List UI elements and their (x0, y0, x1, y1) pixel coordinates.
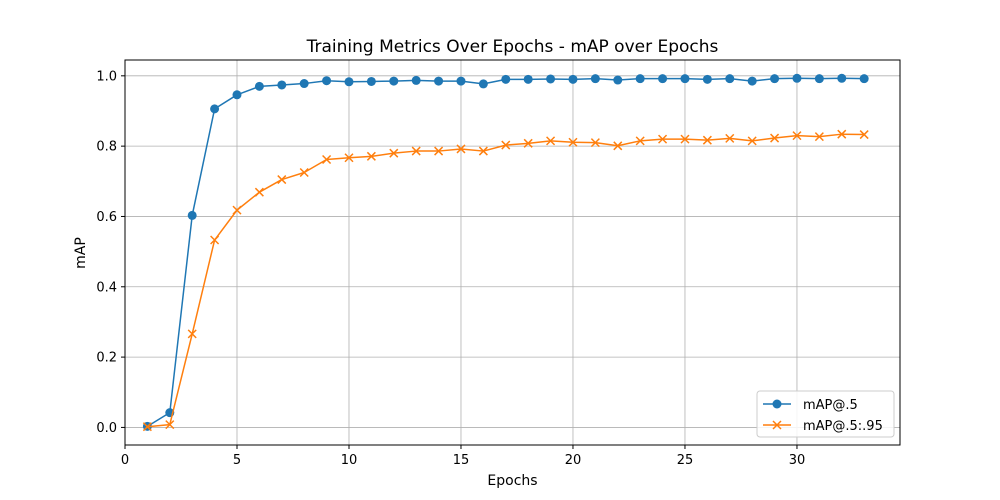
data-point (366, 151, 376, 161)
x-tick-label: 30 (789, 453, 806, 468)
x-tick-label: 15 (453, 453, 470, 468)
data-point (478, 146, 488, 156)
data-point (277, 80, 287, 90)
data-point (232, 205, 242, 215)
data-point (658, 74, 668, 84)
data-point (658, 134, 668, 144)
data-point (859, 130, 869, 140)
data-point (366, 76, 376, 86)
data-point (770, 133, 780, 143)
data-point (344, 153, 354, 163)
data-point (546, 136, 556, 146)
series-map50-95 (142, 129, 869, 432)
data-point (277, 175, 287, 185)
data-point (702, 135, 712, 145)
data-point (568, 137, 578, 147)
data-point (523, 74, 533, 84)
data-point (792, 73, 802, 83)
y-axis-label: mAP (73, 237, 89, 269)
data-point (523, 138, 533, 148)
y-tick-label: 0.6 (96, 210, 117, 225)
data-point (478, 79, 488, 89)
data-point (322, 154, 332, 165)
data-point (411, 146, 421, 156)
x-tick-label: 20 (565, 453, 582, 468)
data-point (299, 167, 309, 178)
data-point (725, 133, 735, 143)
data-point (210, 104, 220, 114)
data-point (411, 75, 421, 85)
legend-box (756, 390, 895, 438)
data-point (389, 76, 399, 86)
data-point (613, 141, 623, 151)
data-point (680, 74, 690, 84)
legend-marker-map50 (772, 399, 782, 409)
data-point (613, 75, 623, 85)
data-point (299, 79, 309, 89)
data-point (501, 74, 511, 84)
data-point (747, 76, 757, 86)
data-point (725, 74, 735, 84)
data-point (456, 76, 466, 86)
data-point (254, 187, 264, 197)
data-point (770, 74, 780, 84)
data-point (434, 146, 444, 156)
data-point (187, 329, 197, 339)
x-axis-label: Epochs (487, 473, 537, 489)
x-tick-label: 5 (233, 453, 241, 468)
data-point (837, 73, 847, 83)
data-point (590, 138, 600, 148)
data-point (590, 74, 600, 84)
data-point (635, 136, 645, 146)
legend-marker-map50-95 (772, 420, 782, 430)
data-point (389, 148, 399, 158)
data-point (456, 144, 466, 154)
x-tick-label: 10 (341, 453, 358, 468)
data-point (814, 132, 824, 142)
data-point (165, 420, 175, 430)
y-tick-label: 0.8 (96, 140, 117, 155)
y-tick-label: 0.4 (96, 280, 117, 295)
data-point (702, 74, 712, 84)
x-tick-label: 25 (677, 453, 694, 468)
y-tick-label: 0.0 (96, 421, 117, 436)
data-point (680, 134, 690, 144)
x-tick-label: 0 (121, 453, 129, 468)
y-tick-label: 0.2 (96, 351, 117, 366)
data-point (568, 74, 578, 84)
data-point (814, 74, 824, 84)
legend-label-map50: mAP@.5 (803, 398, 858, 413)
data-point (142, 422, 152, 432)
data-point (434, 76, 444, 86)
data-point (254, 81, 264, 91)
chart-title: Training Metrics Over Epochs - mAP over … (306, 37, 719, 57)
x-axis-ticks: 0 5 10 15 20 25 30 (121, 445, 805, 468)
data-point (859, 74, 869, 84)
data-point (210, 235, 220, 245)
y-tick-label: 1.0 (96, 69, 117, 84)
data-point (792, 131, 802, 141)
data-point (635, 74, 645, 84)
data-point (501, 140, 511, 150)
data-point (837, 129, 847, 139)
series-layer (142, 73, 869, 432)
plot-frame (124, 59, 901, 446)
data-point (232, 90, 242, 100)
grid-lines (124, 60, 900, 445)
data-point (546, 74, 556, 84)
data-point (322, 76, 332, 86)
y-axis-ticks: 0.0 0.2 0.4 0.6 0.8 1.0 (96, 69, 125, 436)
data-point (187, 210, 197, 220)
data-point (344, 77, 354, 87)
legend: mAP@.5 mAP@.5:.95 (756, 390, 895, 438)
data-point (747, 136, 757, 146)
legend-label-map50-95: mAP@.5:.95 (803, 419, 883, 434)
